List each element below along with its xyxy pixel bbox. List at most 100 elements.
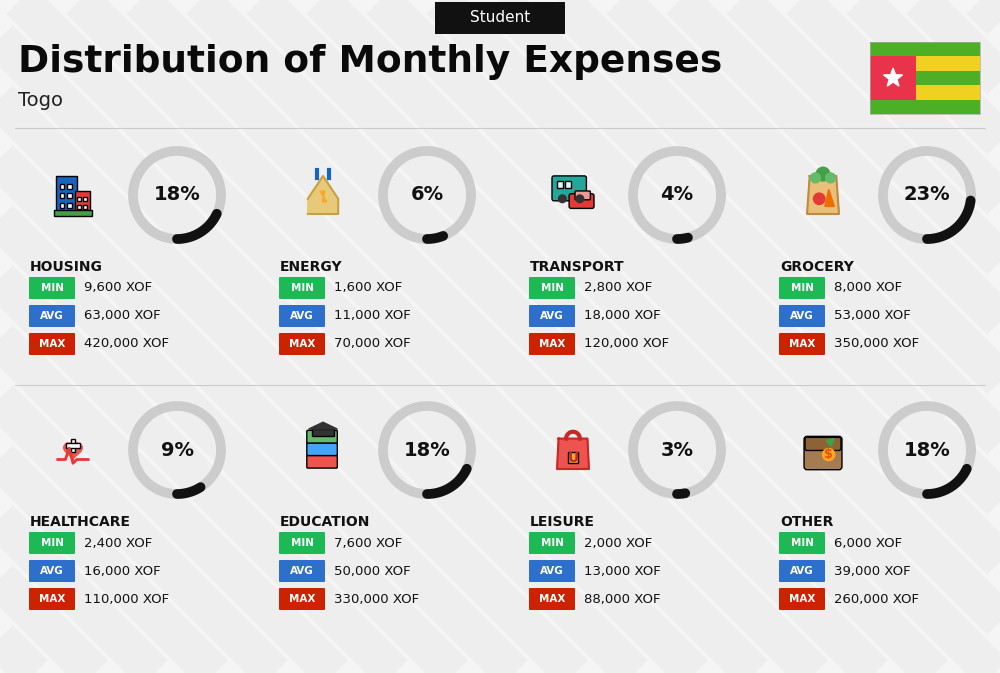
FancyBboxPatch shape	[870, 42, 980, 57]
FancyBboxPatch shape	[779, 532, 825, 554]
FancyBboxPatch shape	[67, 184, 72, 188]
FancyBboxPatch shape	[805, 437, 841, 450]
Text: MAX: MAX	[39, 339, 65, 349]
Text: Distribution of Monthly Expenses: Distribution of Monthly Expenses	[18, 44, 722, 80]
FancyBboxPatch shape	[779, 588, 825, 610]
FancyBboxPatch shape	[529, 333, 575, 355]
Text: 39,000 XOF: 39,000 XOF	[834, 565, 911, 577]
Text: MAX: MAX	[539, 594, 565, 604]
Text: HEALTHCARE: HEALTHCARE	[30, 515, 131, 529]
FancyBboxPatch shape	[29, 532, 75, 554]
Text: 70,000 XOF: 70,000 XOF	[334, 337, 411, 351]
Circle shape	[810, 173, 820, 183]
FancyBboxPatch shape	[279, 560, 325, 582]
Text: 13,000 XOF: 13,000 XOF	[584, 565, 661, 577]
FancyBboxPatch shape	[870, 100, 980, 114]
Text: MIN: MIN	[290, 538, 314, 548]
Text: AVG: AVG	[790, 311, 814, 321]
Text: MAX: MAX	[789, 594, 815, 604]
FancyBboxPatch shape	[75, 191, 90, 214]
Text: 53,000 XOF: 53,000 XOF	[834, 310, 911, 322]
FancyBboxPatch shape	[870, 57, 980, 71]
Text: EDUCATION: EDUCATION	[280, 515, 370, 529]
FancyBboxPatch shape	[529, 277, 575, 299]
FancyBboxPatch shape	[870, 57, 916, 100]
FancyBboxPatch shape	[29, 305, 75, 327]
FancyBboxPatch shape	[60, 193, 64, 198]
FancyBboxPatch shape	[29, 333, 75, 355]
Text: MIN: MIN	[540, 283, 564, 293]
Text: OTHER: OTHER	[780, 515, 833, 529]
Text: 260,000 XOF: 260,000 XOF	[834, 592, 919, 606]
FancyBboxPatch shape	[779, 560, 825, 582]
Polygon shape	[807, 176, 839, 214]
Text: 2,400 XOF: 2,400 XOF	[84, 536, 152, 549]
Text: MIN: MIN	[290, 283, 314, 293]
Text: MIN: MIN	[540, 538, 564, 548]
FancyBboxPatch shape	[529, 588, 575, 610]
Text: 420,000 XOF: 420,000 XOF	[84, 337, 169, 351]
Circle shape	[816, 168, 830, 181]
Text: 1,600 XOF: 1,600 XOF	[334, 281, 402, 295]
FancyBboxPatch shape	[307, 456, 337, 468]
FancyBboxPatch shape	[568, 452, 578, 462]
Text: 63,000 XOF: 63,000 XOF	[84, 310, 161, 322]
FancyBboxPatch shape	[307, 430, 337, 443]
Text: 120,000 XOF: 120,000 XOF	[584, 337, 669, 351]
Text: AVG: AVG	[540, 566, 564, 576]
FancyBboxPatch shape	[312, 429, 334, 436]
Polygon shape	[320, 191, 327, 202]
Text: AVG: AVG	[540, 311, 564, 321]
FancyBboxPatch shape	[77, 197, 81, 201]
Circle shape	[576, 195, 584, 203]
FancyBboxPatch shape	[67, 203, 72, 207]
Circle shape	[559, 195, 566, 203]
Text: GROCERY: GROCERY	[780, 260, 854, 274]
Text: MIN: MIN	[790, 538, 814, 548]
FancyBboxPatch shape	[557, 180, 563, 188]
Text: MIN: MIN	[40, 538, 64, 548]
Text: 11,000 XOF: 11,000 XOF	[334, 310, 411, 322]
Text: AVG: AVG	[790, 566, 814, 576]
Text: MAX: MAX	[39, 594, 65, 604]
FancyBboxPatch shape	[779, 333, 825, 355]
Text: AVG: AVG	[40, 311, 64, 321]
FancyBboxPatch shape	[779, 277, 825, 299]
FancyBboxPatch shape	[307, 443, 337, 456]
Text: 9,600 XOF: 9,600 XOF	[84, 281, 152, 295]
Text: 9%: 9%	[160, 441, 194, 460]
Text: TRANSPORT: TRANSPORT	[530, 260, 625, 274]
Text: AVG: AVG	[290, 311, 314, 321]
FancyBboxPatch shape	[569, 194, 594, 209]
Text: MIN: MIN	[790, 283, 814, 293]
FancyBboxPatch shape	[56, 176, 77, 214]
Text: MAX: MAX	[789, 339, 815, 349]
Text: 18%: 18%	[154, 186, 200, 205]
Polygon shape	[557, 439, 589, 469]
FancyBboxPatch shape	[804, 436, 842, 470]
Text: 110,000 XOF: 110,000 XOF	[84, 592, 169, 606]
Text: 4%: 4%	[660, 186, 694, 205]
Text: 350,000 XOF: 350,000 XOF	[834, 337, 919, 351]
FancyBboxPatch shape	[83, 197, 87, 201]
Polygon shape	[884, 68, 903, 86]
Text: MAX: MAX	[539, 339, 565, 349]
FancyBboxPatch shape	[552, 176, 586, 201]
Text: 18%: 18%	[904, 441, 950, 460]
FancyBboxPatch shape	[529, 532, 575, 554]
Text: MIN: MIN	[40, 283, 64, 293]
Text: 50,000 XOF: 50,000 XOF	[334, 565, 411, 577]
Circle shape	[814, 193, 825, 205]
Polygon shape	[308, 176, 338, 214]
FancyBboxPatch shape	[29, 277, 75, 299]
FancyBboxPatch shape	[66, 443, 80, 448]
Text: 16,000 XOF: 16,000 XOF	[84, 565, 161, 577]
Text: 6%: 6%	[410, 186, 444, 205]
Text: 23%: 23%	[904, 186, 950, 205]
Text: 3%: 3%	[660, 441, 694, 460]
FancyBboxPatch shape	[870, 85, 980, 100]
FancyBboxPatch shape	[529, 305, 575, 327]
FancyBboxPatch shape	[83, 205, 87, 209]
Polygon shape	[64, 443, 82, 460]
FancyBboxPatch shape	[779, 305, 825, 327]
